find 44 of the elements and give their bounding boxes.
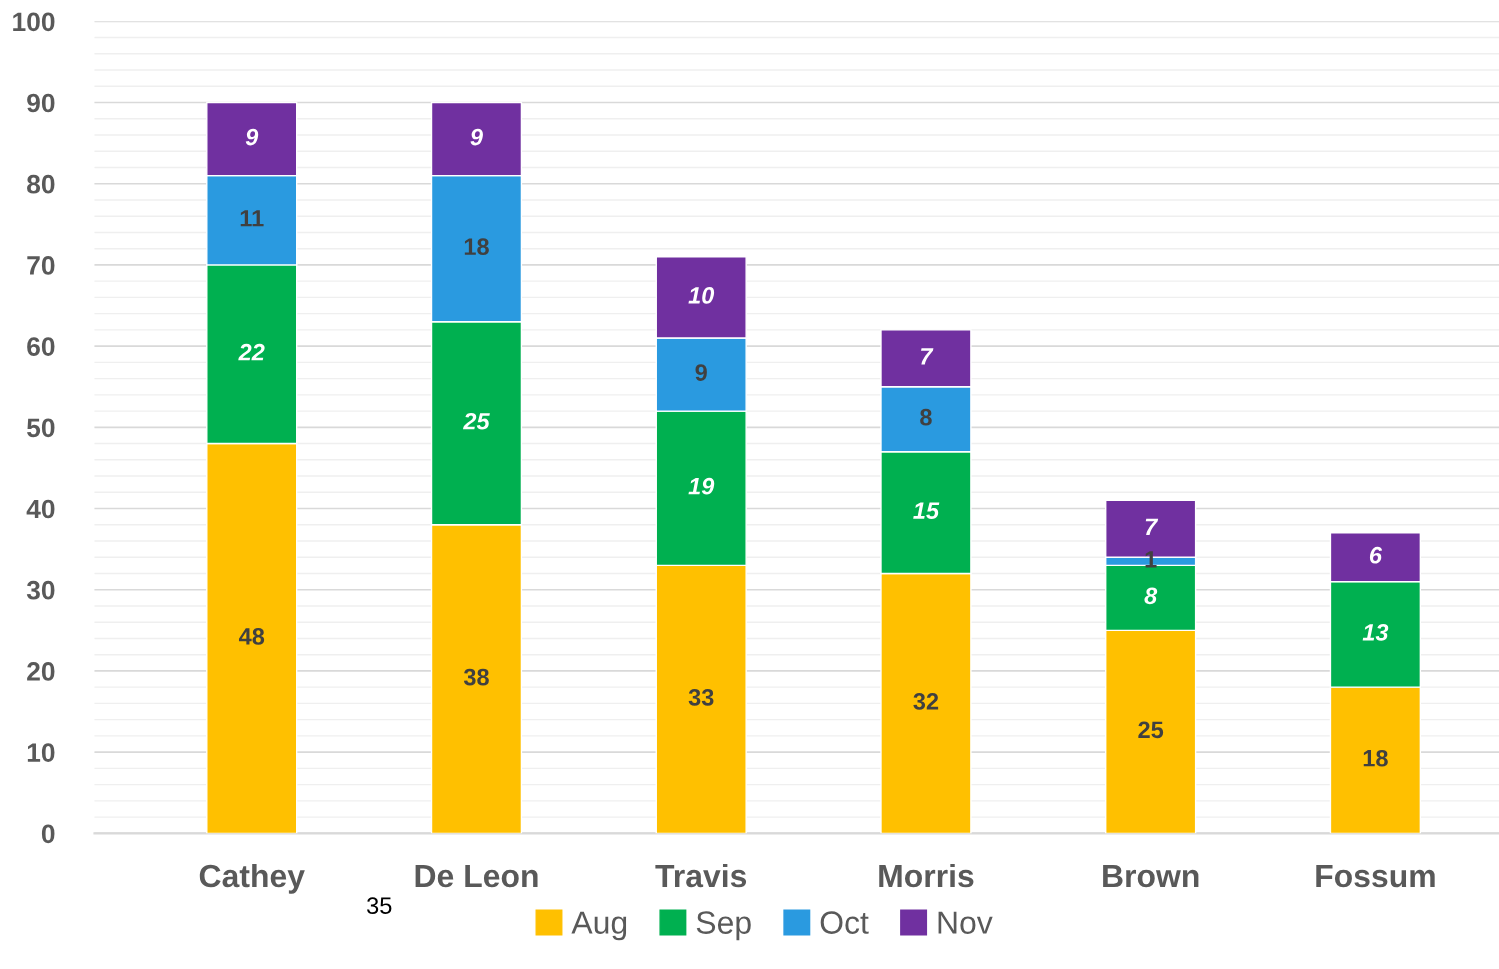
x-tick-label: Fossum [1316,865,1435,888]
data-label: 25 [462,412,490,430]
data-label: 33 [688,688,714,706]
data-label: 48 [238,628,265,645]
data-label: 13 [1362,624,1389,641]
data-label: 32 [913,693,939,710]
y-tick-label: 100 [13,12,55,32]
x-tick-label: Travis [655,863,747,888]
data-label: 9 [470,128,483,146]
y-tick-label: 50 [27,418,55,438]
x-tick-label: Cathey [199,863,305,894]
data-label: 8 [920,408,932,426]
legend-label: Oct [820,911,869,934]
legend-label: Nov [938,911,993,934]
data-label: 15 [913,502,940,519]
data-label: 38 [463,668,489,686]
y-tick-label: 70 [27,256,55,275]
x-tick-label: De Leon [415,865,538,888]
data-label: 8 [1144,587,1158,605]
data-label: 6 [1369,546,1383,564]
data-label: 9 [695,364,707,381]
data-label: 11 [240,210,264,227]
y-tick-label: 40 [26,499,55,519]
data-label: 22 [238,343,265,361]
y-tick-label: 20 [27,662,55,681]
y-tick-label: 80 [27,174,55,194]
data-label: 7 [1145,518,1159,535]
data-label: 10 [688,287,715,304]
x-tick-label: Morris [879,863,974,888]
y-tick-label: 0 [41,824,55,844]
y-tick-label: 60 [27,337,55,356]
text: 35 [367,897,392,914]
legend-label: Aug [571,911,627,941]
data-label: 18 [464,238,489,256]
x-tick-label: Brown [1103,865,1199,888]
data-label: 9 [245,128,259,146]
legend-label: Sep [696,911,751,941]
data-label: 18 [1363,749,1388,767]
data-label: 7 [921,348,934,365]
y-tick-label: 10 [27,743,55,762]
y-tick-label: 30 [26,580,55,600]
y-tick-label: 90 [27,93,55,113]
data-label: 25 [1138,721,1164,739]
data-label: 19 [688,477,715,495]
